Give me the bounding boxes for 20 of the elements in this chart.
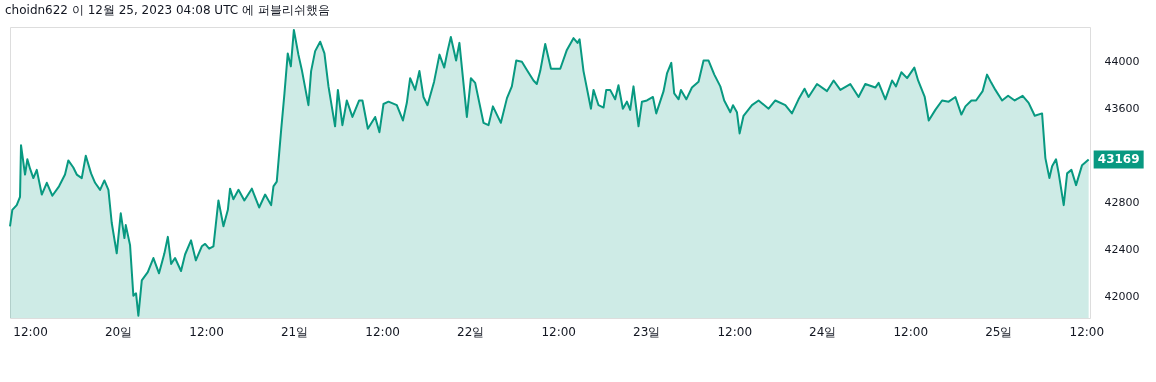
x-tick-label: 23일 bbox=[633, 324, 661, 339]
y-tick-label: 42400 bbox=[1104, 243, 1140, 257]
y-tick-label: 44000 bbox=[1104, 55, 1140, 69]
x-tick-label: 12:00 bbox=[893, 324, 929, 339]
x-tick-label: 12:00 bbox=[13, 324, 48, 339]
y-tick-label: 43600 bbox=[1104, 102, 1140, 116]
x-tick-label: 20일 bbox=[104, 324, 133, 339]
y-tick-label: 42000 bbox=[1104, 290, 1140, 304]
x-tick-label: 12:00 bbox=[189, 324, 224, 339]
x-tick-label: 24일 bbox=[809, 324, 837, 339]
y-tick-label: 42800 bbox=[1104, 196, 1140, 210]
annotation: 43169 bbox=[1097, 152, 1140, 167]
x-tick-label: 12:00 bbox=[717, 324, 753, 339]
x-tick-label: 12:00 bbox=[365, 324, 400, 339]
x-tick-label: 25일 bbox=[985, 324, 1013, 339]
x-tick-label: 12:00 bbox=[1069, 324, 1105, 339]
x-tick-label: 12:00 bbox=[541, 324, 576, 339]
x-tick-label: 22일 bbox=[457, 324, 485, 339]
chart-title: choidn622 이 12월 25, 2023 04:08 UTC 에 퍼블리쉬했음 bbox=[5, 3, 330, 17]
x-tick-label: 21일 bbox=[280, 324, 309, 339]
